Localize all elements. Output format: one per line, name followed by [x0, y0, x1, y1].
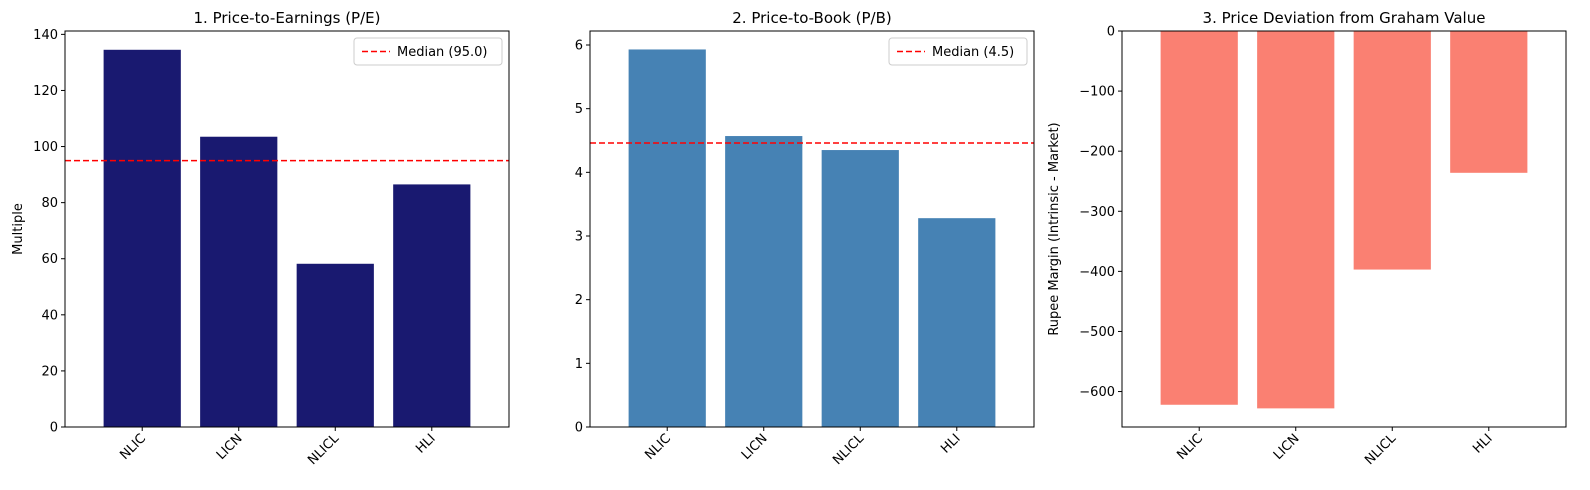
axes-frame [64, 30, 510, 428]
legend-box [353, 37, 503, 66]
y-tick-label: 4 [575, 166, 583, 181]
legend: Median (4.5) [888, 37, 1028, 66]
legend-box [888, 37, 1028, 66]
y-tick-label: 3 [575, 230, 583, 245]
x-tick-label: LICN [214, 431, 246, 463]
x-tick-label: NLICL [830, 431, 867, 468]
y-tick-label: 60 [41, 252, 58, 267]
y-tick-label: −100 [1079, 85, 1115, 100]
x-tick-label: LICN [1271, 431, 1303, 463]
y-tick-label: 100 [33, 140, 58, 155]
bar-hli [393, 184, 471, 427]
y-axis-label: Rupee Margin (Intrinsic - Market) [1047, 122, 1062, 335]
y-tick-label: 80 [41, 196, 58, 211]
x-tick-label: HLI [1470, 431, 1495, 456]
y-tick-label: 0 [50, 421, 58, 436]
x-tick-label: NLICL [305, 431, 342, 468]
bar-hli [918, 218, 996, 427]
x-tick-label: NLIC [1174, 431, 1206, 463]
y-tick-label: −200 [1079, 145, 1115, 160]
bar-nlicl [296, 263, 374, 427]
legend: Median (95.0) [353, 37, 503, 66]
chart-title: 2. Price-to-Book (P/B) [732, 9, 892, 27]
bar-licn [725, 136, 803, 428]
bar-nlicl [1353, 31, 1431, 270]
chart-2: 0 1 2 3 4 5 6 NLIC LICN NLICL HLI 2. Price-to-Book … [575, 9, 1035, 468]
x-tick-label: HLI [938, 431, 963, 456]
y-tick-label: 6 [575, 39, 583, 54]
y-tick-label: 140 [33, 28, 58, 43]
bar-nlicl [821, 150, 899, 427]
x-tick-label: LICN [739, 431, 771, 463]
y-tick-label: −600 [1079, 385, 1115, 400]
bar-licn [1257, 31, 1335, 409]
chart-3: 0 −100 −200 −300 −400 −500 −600 NLIC LICN NLICL HL… [1047, 9, 1567, 468]
y-tick-label: 2 [575, 293, 583, 308]
x-tick-label: NLIC [642, 431, 674, 463]
chart-title: 3. Price Deviation from Graham Value [1203, 9, 1486, 27]
chart-title: 1. Price-to-Earnings (P/E) [194, 9, 381, 27]
bar-licn [200, 136, 278, 427]
bar-nlic [103, 49, 181, 427]
y-tick-label: 1 [575, 357, 583, 372]
x-tick-label: NLIC [117, 431, 149, 463]
legend-label: Median (95.0) [397, 45, 488, 60]
y-tick-label: −500 [1079, 325, 1115, 340]
axes-frame [1121, 30, 1567, 428]
y-tick-label: 5 [575, 102, 583, 117]
x-tick-label: NLICL [1362, 431, 1399, 468]
bar-nlic [1160, 31, 1238, 405]
y-axis-label: Multiple [11, 203, 26, 255]
y-tick-label: 0 [1107, 25, 1115, 40]
chart-1: 0 20 40 60 80 100 120 140 NLIC LICN NLICL HLI 1. Pri… [11, 9, 510, 468]
y-tick-label: −300 [1079, 205, 1115, 220]
legend-label: Median (4.5) [932, 45, 1014, 60]
y-tick-label: 20 [41, 364, 58, 379]
bar-nlic [628, 49, 706, 428]
bar-hli [1450, 31, 1528, 173]
y-tick-label: −400 [1079, 265, 1115, 280]
y-tick-label: 120 [33, 84, 58, 99]
axes-frame [589, 30, 1035, 428]
x-tick-label: HLI [413, 431, 438, 456]
y-tick-label: 0 [575, 421, 583, 436]
y-tick-label: 40 [41, 308, 58, 323]
